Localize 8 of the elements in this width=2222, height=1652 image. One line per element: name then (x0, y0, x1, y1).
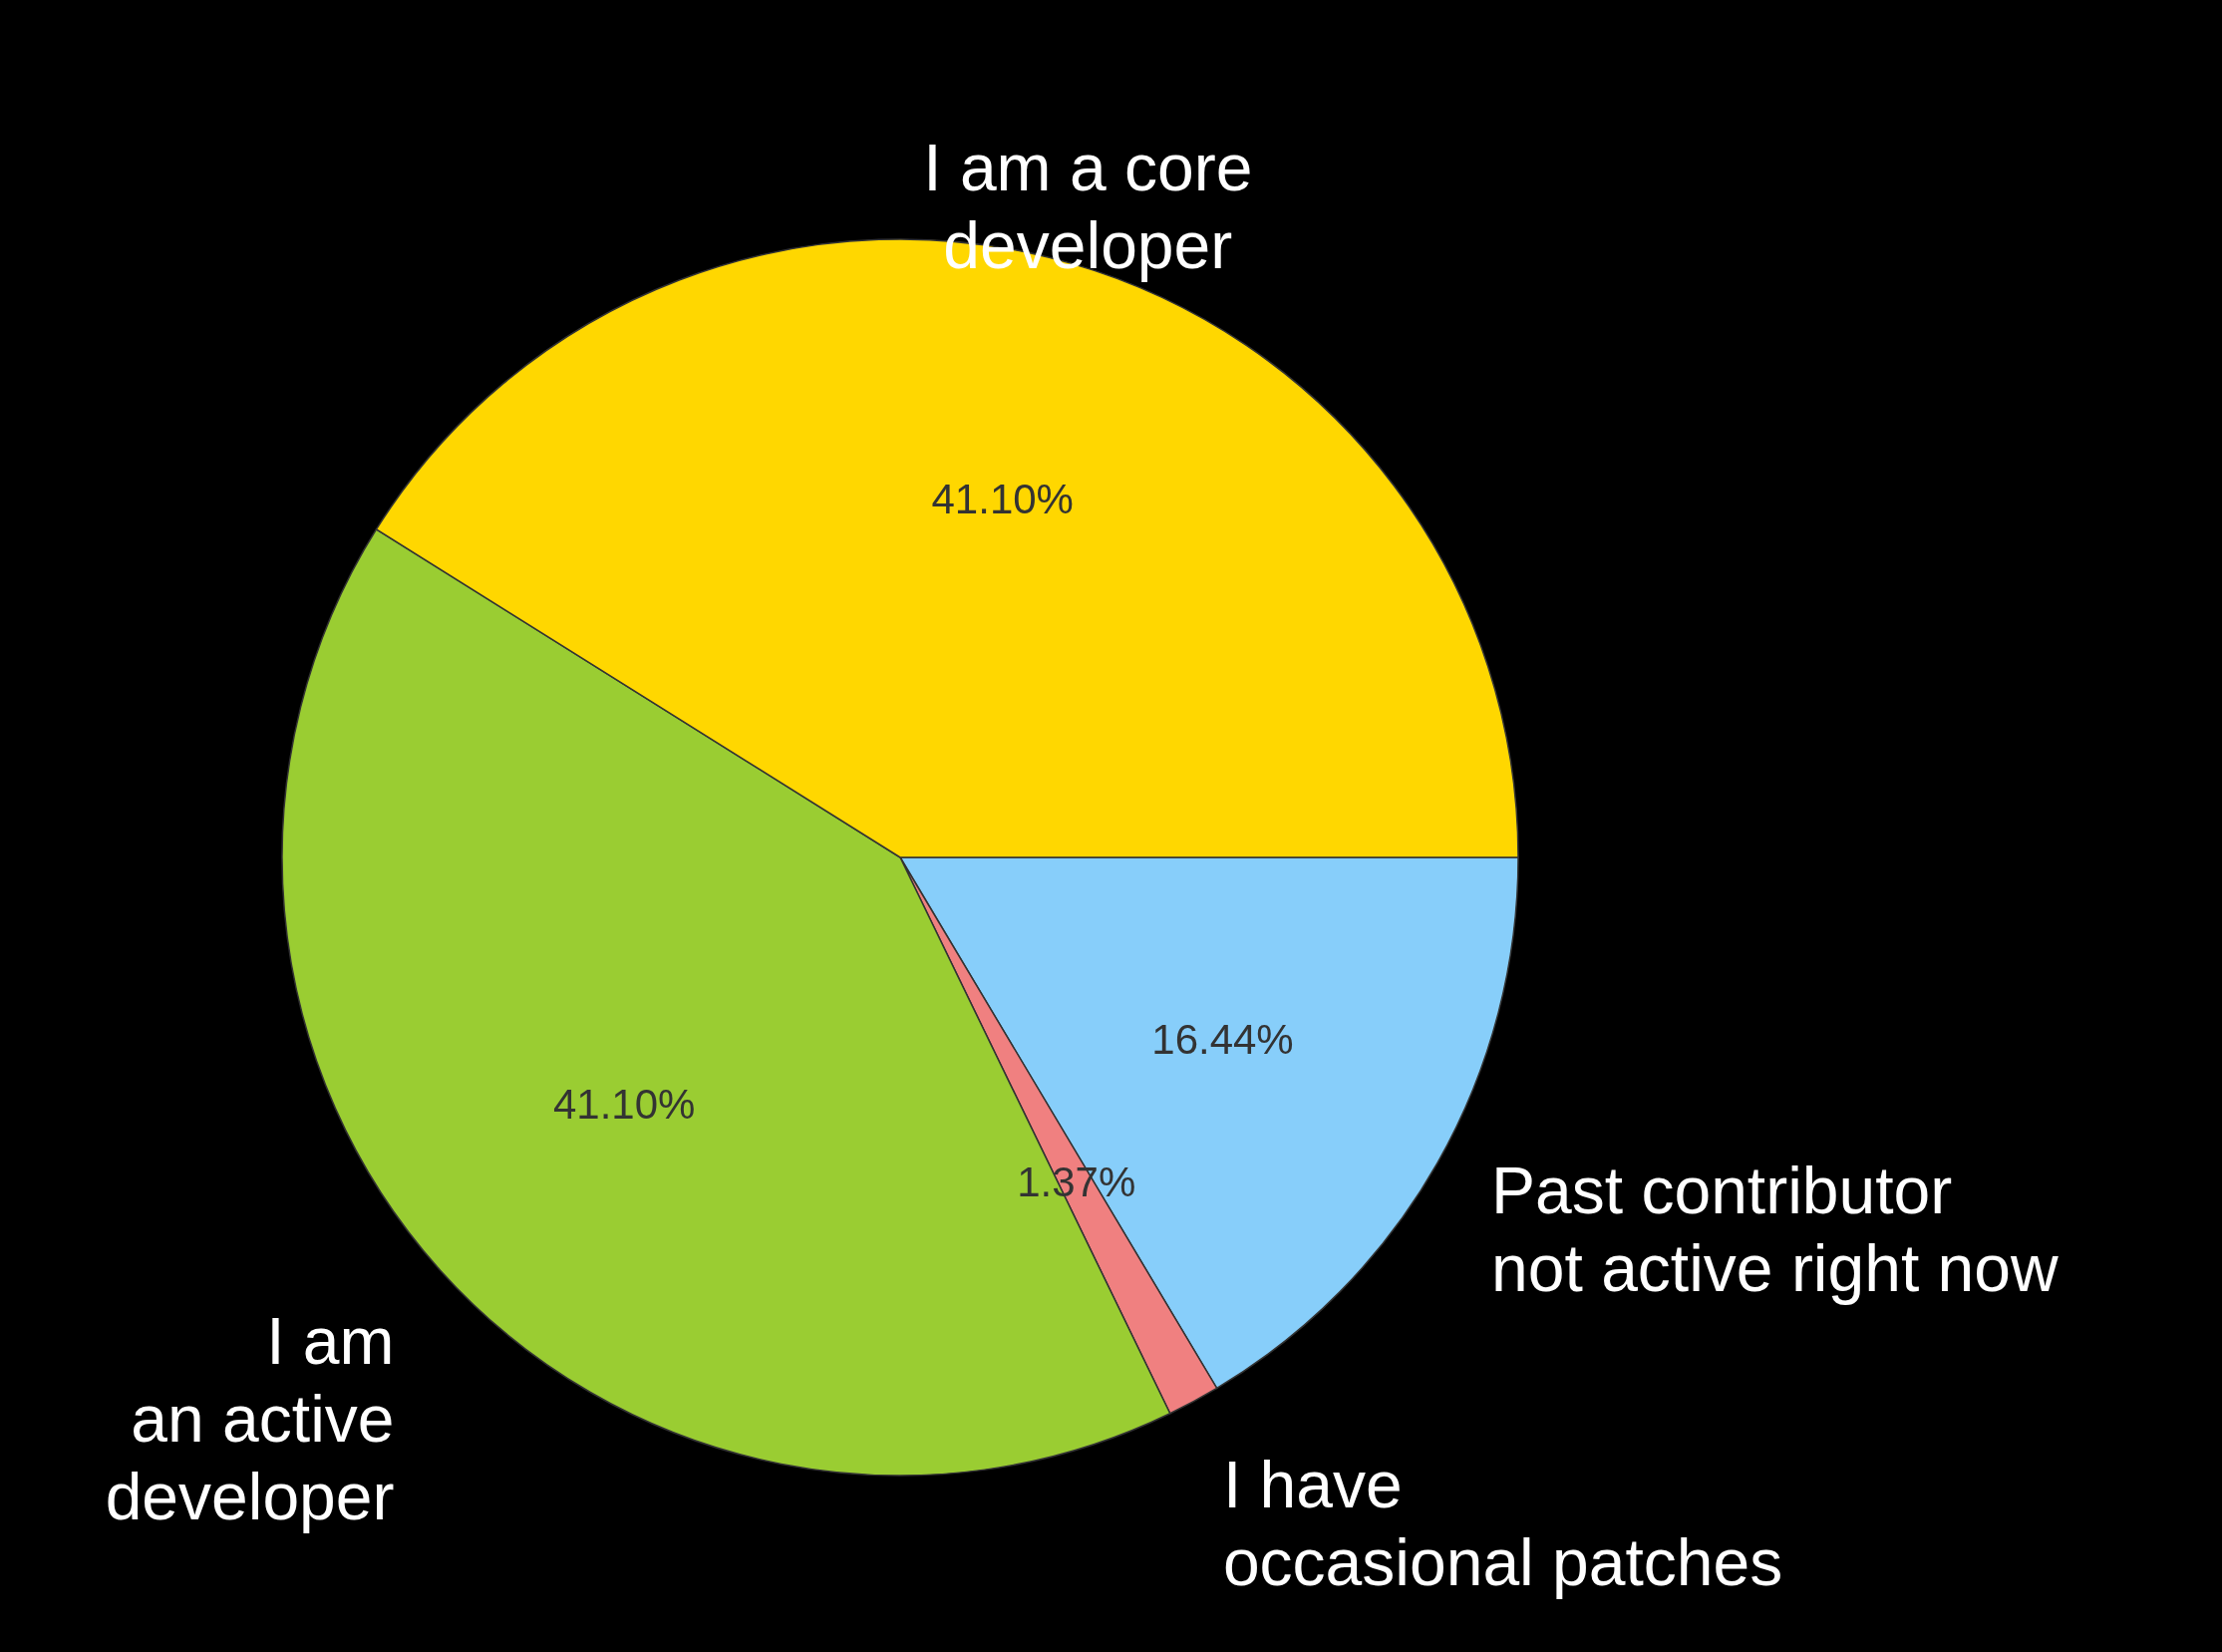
data-label: 41.10% (552, 1080, 696, 1128)
data-label: 1.37% (1017, 1158, 1136, 1206)
data-label: 41.10% (931, 476, 1074, 523)
slice-label: I have occasional patches (1222, 1448, 1783, 1600)
data-label: 16.44% (1151, 1015, 1294, 1063)
slice-label: I am a core developer (923, 130, 1253, 282)
slice-label: I am an active developer (105, 1303, 395, 1533)
slice-label: Past contributor not active right now (1491, 1153, 2060, 1305)
